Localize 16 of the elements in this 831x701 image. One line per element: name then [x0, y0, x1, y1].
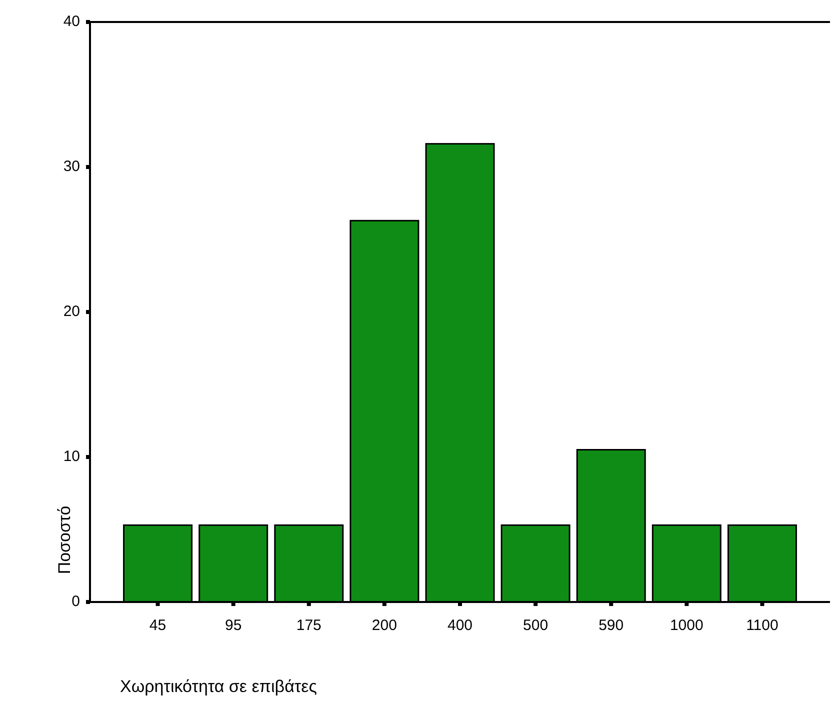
x-tick-label: 1000 — [670, 617, 704, 634]
x-tick-label: 500 — [523, 617, 548, 634]
y-tick-label: 0 — [72, 592, 80, 610]
x-tick-label: 590 — [598, 617, 624, 634]
y-tick-label: 20 — [63, 302, 80, 320]
x-tick-label: 200 — [372, 617, 397, 634]
y-tick-label: 30 — [63, 158, 80, 175]
y-axis-title: Ποσοστό — [55, 506, 74, 574]
y-tick-label: 40 — [63, 12, 80, 30]
x-tick-label: 400 — [447, 617, 473, 634]
x-tick-label: 45 — [149, 617, 166, 634]
x-axis-title: Χωρητικότητα σε επιβάτες — [120, 677, 317, 696]
y-tick-label: 10 — [63, 448, 80, 465]
x-tick-label: 95 — [224, 617, 242, 634]
x-tick-label: 1100 — [746, 617, 778, 634]
x-tick-label: 175 — [296, 617, 322, 634]
